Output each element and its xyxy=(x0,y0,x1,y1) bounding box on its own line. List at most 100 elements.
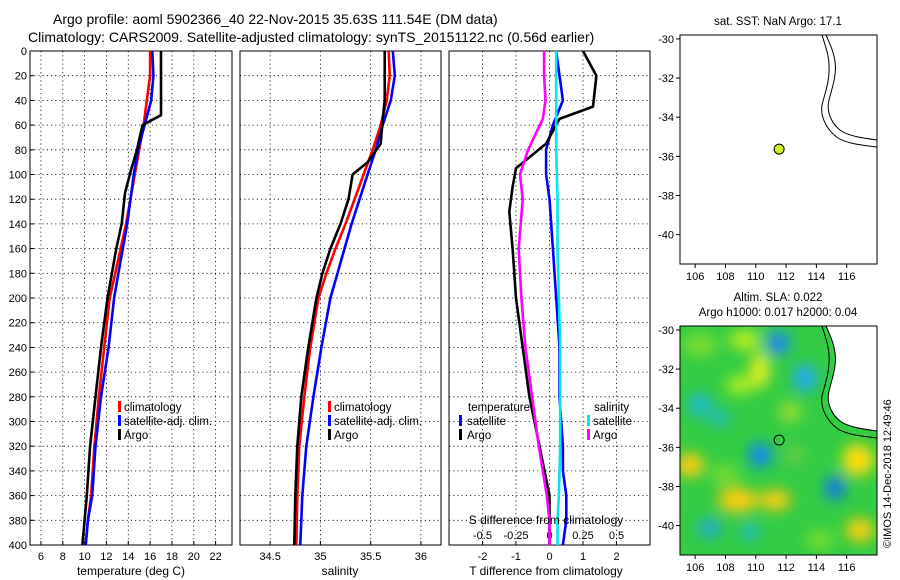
temperature-ytick-label-2: 40 xyxy=(15,95,27,107)
difference-series-1 xyxy=(507,51,598,545)
map_sla-ytick-label-3: -36 xyxy=(658,442,674,454)
temperature-xtick-label-5: 16 xyxy=(144,551,156,563)
temperature-xtick-label-7: 20 xyxy=(188,551,200,563)
temperature-x-ticks: 6 8 10 12 14 16 18 20 22 xyxy=(38,541,222,563)
difference-legend-t-argo: Argo xyxy=(467,430,491,442)
salinity-xtick-label-0: 34.5 xyxy=(259,551,280,563)
temperature-xtick-label-2: 10 xyxy=(78,551,90,563)
temperature-legend-satellite: satellite-adj. clim. xyxy=(124,416,212,428)
salinity-xtick-label-2: 35.5 xyxy=(360,551,381,563)
map_sla-xtick-label-0: 106 xyxy=(686,562,704,574)
difference-s-x-label: S difference from climatology xyxy=(469,513,624,527)
map_sla-xtick-label-3: 112 xyxy=(777,562,795,574)
sst-map-argo-marker xyxy=(773,143,785,155)
temperature-series-1 xyxy=(84,51,155,545)
sla-heatmap xyxy=(680,326,877,555)
temperature-ytick-label-9: 180 xyxy=(9,268,27,280)
map_sst-xtick-label-2: 110 xyxy=(747,271,765,283)
map_sla-xtick-label-4: 114 xyxy=(808,562,826,574)
map_sla-ytick-label-5: -40 xyxy=(658,521,674,533)
map_sla-ytick-label-2: -34 xyxy=(658,403,674,415)
temperature-ytick-label-11: 220 xyxy=(9,318,27,330)
temperature-ytick-label-12: 240 xyxy=(9,342,27,354)
difference-xtick-label-0: -2 xyxy=(478,551,488,563)
difference-series-3 xyxy=(517,51,551,545)
sla-heatmap-blobs xyxy=(680,330,874,550)
salinity-legend-satellite: satellite-adj. clim. xyxy=(334,416,422,428)
temperature-legend-swatch-argo xyxy=(118,429,121,440)
difference-grid xyxy=(449,51,650,545)
temperature-x-label: temperature (deg C) xyxy=(77,564,185,578)
map_sla-xtick-label-2: 110 xyxy=(747,562,765,574)
temperature-ytick-label-19: 380 xyxy=(9,515,27,527)
temperature-ytick-label-10: 200 xyxy=(9,293,27,305)
map_sst-ytick-label-3: -36 xyxy=(658,151,674,163)
temperature-legend-swatch-climatology xyxy=(118,401,121,412)
temperature-ytick-label-15: 300 xyxy=(9,417,27,429)
salinity-grid xyxy=(240,51,441,545)
difference-series-0 xyxy=(544,51,568,545)
salinity-legend-climatology: climatology xyxy=(334,402,392,414)
map_sla-xtick-label-1: 108 xyxy=(716,562,734,574)
sla-map-panel: Altim. SLA: 0.022 Argo h1000: 0.017 h200… xyxy=(658,292,878,574)
difference-legend-s-argo: Argo xyxy=(593,430,617,442)
temperature-series-0 xyxy=(84,51,152,545)
sst-map-coastline xyxy=(821,35,877,148)
temperature-y-ticks: 0 20 40 60 80 100 120 140 160 180 200 220 240 260 280 3… xyxy=(9,46,34,552)
imos-credit: ©IMOS 14-Dec-2018 12:49:46 xyxy=(882,399,894,548)
sla-map-x-ticks: 106 108 110 112 114 116 xyxy=(686,555,855,574)
temperature-xtick-label-0: 6 xyxy=(38,551,44,563)
sla-map-coastline-inner xyxy=(821,326,877,439)
map_sst-xtick-label-0: 106 xyxy=(686,271,704,283)
temperature-ytick-label-5: 100 xyxy=(9,170,27,182)
temperature-ytick-label-4: 80 xyxy=(15,145,27,157)
temperature-legend-climatology: climatology xyxy=(124,402,182,414)
difference-s-xtick-label-3: 0.25 xyxy=(572,530,593,542)
difference-legend-t-satellite: satellite xyxy=(467,416,506,428)
figure-title-line2: Climatology: CARS2009. Satellite-adjuste… xyxy=(28,29,594,45)
salinity-legend: climatology satellite-adj. clim. Argo xyxy=(328,401,422,442)
sst-map-panel: sat. SST: NaN Argo: 17.1 -30 -32 -34 -36 -38… xyxy=(658,16,878,283)
salinity-series-1 xyxy=(299,51,397,545)
temperature-ytick-label-1: 20 xyxy=(15,71,27,83)
temperature-grid xyxy=(30,51,232,545)
map_sst-xtick-label-3: 112 xyxy=(777,271,795,283)
sla-map-title-line1: Altim. SLA: 0.022 xyxy=(734,292,823,304)
sla-map-land xyxy=(825,326,877,432)
temperature-ytick-label-6: 120 xyxy=(9,194,27,206)
map_sst-xtick-label-1: 108 xyxy=(716,271,734,283)
temperature-lines xyxy=(81,51,163,545)
map_sst-ytick-label-5: -40 xyxy=(658,230,674,242)
temperature-xtick-label-3: 12 xyxy=(100,551,112,563)
temperature-panel: 0 20 40 60 80 100 120 140 160 180 200 220 240 260 280 3… xyxy=(9,46,233,578)
salinity-legend-argo: Argo xyxy=(334,430,358,442)
salinity-xtick-label-3: 36 xyxy=(415,551,427,563)
map_sla-ytick-label-1: -32 xyxy=(658,364,674,376)
sst-map-title: sat. SST: NaN Argo: 17.1 xyxy=(714,16,842,28)
figure-title-line1: Argo profile: aoml 5902366_40 22-Nov-201… xyxy=(53,11,498,27)
difference-s-xtick-label-4: 0.5 xyxy=(609,530,624,542)
temperature-legend-swatch-satellite xyxy=(118,415,121,426)
difference-legend-swatch-s-satellite xyxy=(587,415,590,426)
temperature-ytick-label-16: 320 xyxy=(9,441,27,453)
sst-map-x-ticks: 106 108 110 112 114 116 xyxy=(686,264,855,283)
salinity-panel: 34.5 35 35.5 36 salinity climatology satell… xyxy=(239,50,442,578)
difference-x-ticks: -2 -1 0 1 2 xyxy=(478,541,620,563)
temperature-ytick-label-14: 280 xyxy=(9,392,27,404)
difference-panel: -2 -1 0 1 2 -0.5 -0.25 0 0.25 0.5 T difference f… xyxy=(448,50,651,578)
temperature-ytick-label-7: 140 xyxy=(9,219,27,231)
sst-map-frame xyxy=(679,34,878,265)
salinity-lines xyxy=(293,51,397,545)
difference-xtick-label-2: 0 xyxy=(546,551,552,563)
temperature-xtick-label-4: 14 xyxy=(122,551,134,563)
temperature-ytick-label-0: 0 xyxy=(21,46,27,58)
map_sla-ytick-label-4: -38 xyxy=(658,481,674,493)
difference-legend-swatch-s-argo xyxy=(587,429,590,440)
difference-s-xtick-label-0: -0.5 xyxy=(473,530,492,542)
difference-lines xyxy=(507,51,598,545)
temperature-xtick-label-6: 18 xyxy=(166,551,178,563)
salinity-legend-swatch-argo xyxy=(328,429,331,440)
difference-legend-swatch-t-satellite xyxy=(459,415,462,426)
map_sst-ytick-label-4: -38 xyxy=(658,190,674,202)
